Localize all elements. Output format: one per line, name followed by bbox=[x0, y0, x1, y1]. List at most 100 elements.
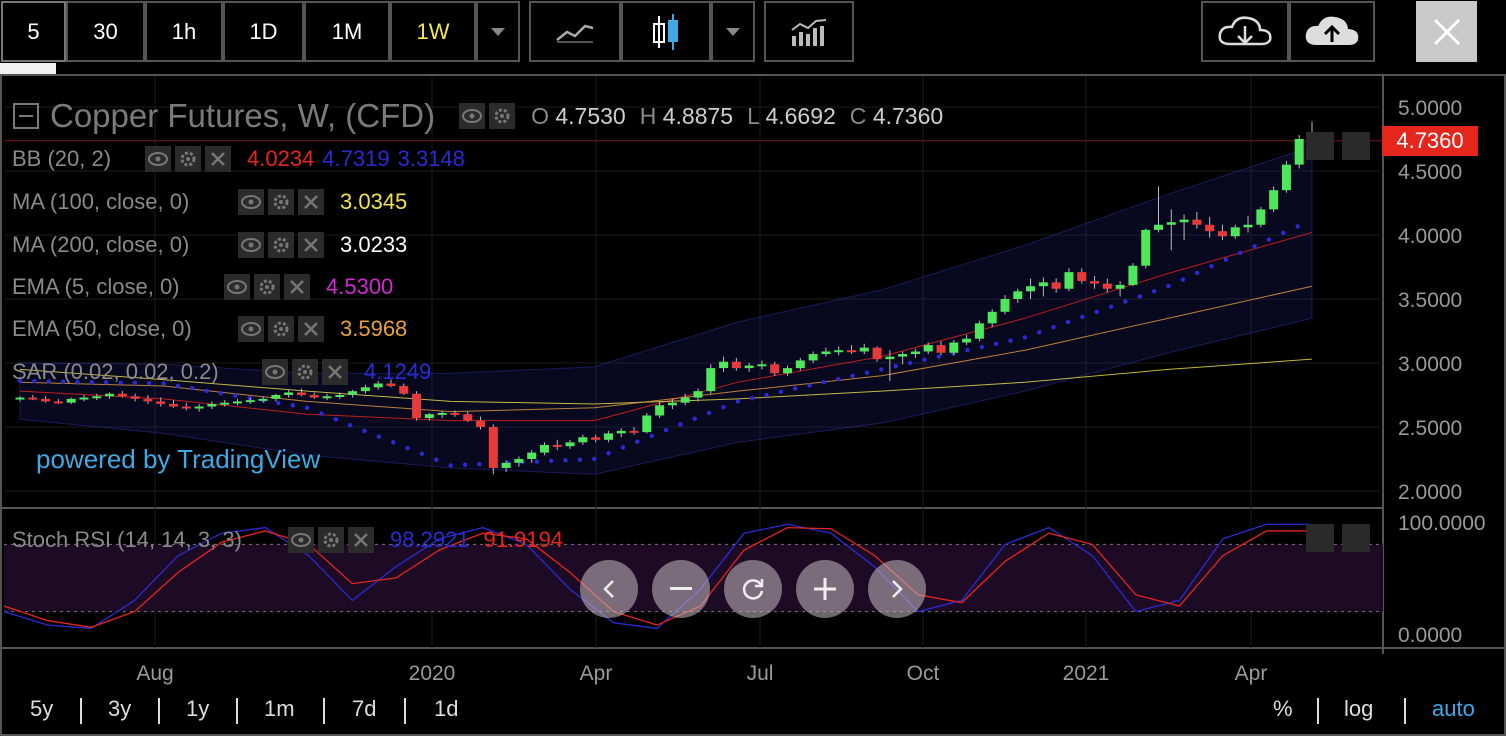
candle-body bbox=[1128, 265, 1138, 285]
cloud-upload-icon bbox=[1305, 16, 1359, 45]
range-1d-button[interactable]: 1d bbox=[434, 696, 459, 721]
close-icon[interactable] bbox=[205, 146, 231, 172]
candle-body bbox=[757, 364, 767, 367]
gear-icon[interactable] bbox=[175, 146, 201, 172]
chart-type-dropdown-button[interactable] bbox=[711, 1, 755, 62]
gear-icon[interactable] bbox=[268, 232, 294, 258]
interval-30-button[interactable]: 30 bbox=[66, 1, 145, 62]
candle-body bbox=[373, 383, 383, 388]
candle-body bbox=[527, 452, 537, 459]
eye-icon[interactable] bbox=[145, 146, 171, 172]
eye-icon[interactable] bbox=[238, 316, 264, 342]
candle-body bbox=[834, 350, 844, 353]
sar-dot bbox=[103, 380, 109, 385]
sar-dot bbox=[290, 403, 295, 408]
indicator-value: 4.7319 bbox=[322, 146, 390, 171]
sar-dot bbox=[276, 400, 281, 406]
scroll-right-button[interactable] bbox=[868, 560, 926, 618]
collapse-legend-icon[interactable] bbox=[12, 102, 40, 130]
gear-icon[interactable] bbox=[292, 359, 318, 385]
candle-body bbox=[309, 395, 319, 398]
x-tick-label: Jul bbox=[747, 662, 774, 685]
percent-scale-button[interactable]: % bbox=[1273, 696, 1293, 721]
indicators-button[interactable] bbox=[764, 1, 854, 62]
sar-dot bbox=[1238, 250, 1243, 256]
close-button[interactable] bbox=[1416, 1, 1477, 62]
sar-dot bbox=[807, 383, 812, 388]
gear-icon[interactable] bbox=[254, 274, 280, 300]
range-1y-button[interactable]: 1y bbox=[186, 696, 210, 721]
toolbar: 5 30 1h 1D 1M 1W bbox=[0, 0, 1506, 64]
sar-dot bbox=[620, 445, 626, 450]
sar-dot bbox=[663, 428, 669, 433]
close-icon[interactable] bbox=[298, 189, 324, 215]
eye-icon[interactable] bbox=[288, 527, 314, 553]
candle-body bbox=[667, 402, 677, 406]
interval-dropdown-button[interactable] bbox=[476, 1, 520, 62]
candle-body bbox=[450, 412, 460, 415]
candle-body bbox=[642, 415, 652, 433]
indicator-value: 3.0233 bbox=[340, 232, 408, 257]
candle-body bbox=[795, 360, 805, 369]
gear-icon[interactable] bbox=[268, 189, 294, 215]
cloud-upload-button[interactable] bbox=[1289, 1, 1375, 62]
eye-icon[interactable] bbox=[238, 232, 264, 258]
interval-1d-button[interactable]: 1D bbox=[223, 1, 304, 62]
eye-icon[interactable] bbox=[224, 274, 250, 300]
sar-dot bbox=[1022, 335, 1028, 340]
candle-body bbox=[194, 406, 204, 409]
candle-body bbox=[143, 398, 153, 402]
candle-body bbox=[1217, 231, 1227, 237]
close-icon[interactable] bbox=[322, 359, 348, 385]
candle-body bbox=[552, 444, 562, 447]
y-tick-label: 0.0000 bbox=[1398, 624, 1462, 647]
auto-scale-button[interactable]: auto bbox=[1432, 696, 1475, 721]
candle-body bbox=[284, 392, 294, 395]
reset-button[interactable] bbox=[724, 560, 782, 618]
candle-body bbox=[105, 393, 115, 397]
chevron-right-icon bbox=[892, 580, 903, 598]
zoom-out-button[interactable] bbox=[652, 560, 710, 618]
log-scale-button[interactable]: log bbox=[1344, 696, 1374, 721]
sar-dot bbox=[1209, 264, 1214, 269]
indicator-legend-row: EMA (50, close, 0) 3.5968 bbox=[12, 313, 415, 345]
close-icon[interactable] bbox=[284, 274, 310, 300]
low-value: 4.6692 bbox=[765, 102, 836, 129]
close-icon[interactable] bbox=[298, 232, 324, 258]
scroll-left-button[interactable] bbox=[580, 560, 638, 618]
cloud-download-button[interactable] bbox=[1201, 1, 1289, 62]
range-1m-button[interactable]: 1m bbox=[264, 696, 295, 721]
eye-icon[interactable] bbox=[459, 103, 486, 129]
gear-icon[interactable] bbox=[268, 316, 294, 342]
sar-dot bbox=[405, 445, 410, 451]
interval-1h-button[interactable]: 1h bbox=[145, 1, 223, 62]
close-icon[interactable] bbox=[298, 316, 324, 342]
line-chart-button[interactable] bbox=[529, 1, 621, 62]
range-bar: 5y 3y 1y 1m 7d 1d % log auto bbox=[0, 688, 1506, 732]
sar-dot bbox=[764, 392, 769, 398]
candle-body bbox=[117, 393, 127, 397]
interval-5-button[interactable]: 5 bbox=[1, 1, 66, 62]
eye-icon[interactable] bbox=[238, 189, 264, 215]
divider bbox=[1404, 698, 1406, 724]
gear-icon[interactable] bbox=[489, 103, 516, 129]
powered-by-link[interactable]: powered by TradingView bbox=[36, 444, 321, 474]
interval-1m-button[interactable]: 1M bbox=[304, 1, 390, 62]
last-price-badge: 4.7360 bbox=[1382, 126, 1478, 156]
sar-dot bbox=[32, 378, 37, 384]
x-tick-label: Apr bbox=[1235, 662, 1268, 685]
candle-body bbox=[232, 401, 242, 404]
zoom-in-button[interactable] bbox=[796, 560, 854, 618]
range-7d-button[interactable]: 7d bbox=[352, 696, 377, 721]
gear-icon[interactable] bbox=[318, 527, 344, 553]
interval-1w-button[interactable]: 1W bbox=[390, 1, 476, 62]
chart-canvas[interactable]: 2.0000 2.5000 3.0000 3.5000 4.0000 4.5000 5.00… bbox=[0, 74, 1506, 736]
eye-icon[interactable] bbox=[262, 359, 288, 385]
candlestick-button[interactable] bbox=[621, 1, 711, 62]
range-3y-button[interactable]: 3y bbox=[108, 696, 132, 721]
sar-dot bbox=[190, 386, 195, 391]
sar-dot bbox=[1180, 277, 1186, 282]
range-5y-button[interactable]: 5y bbox=[30, 696, 54, 721]
close-icon[interactable] bbox=[348, 527, 374, 553]
candle-body bbox=[539, 444, 549, 453]
